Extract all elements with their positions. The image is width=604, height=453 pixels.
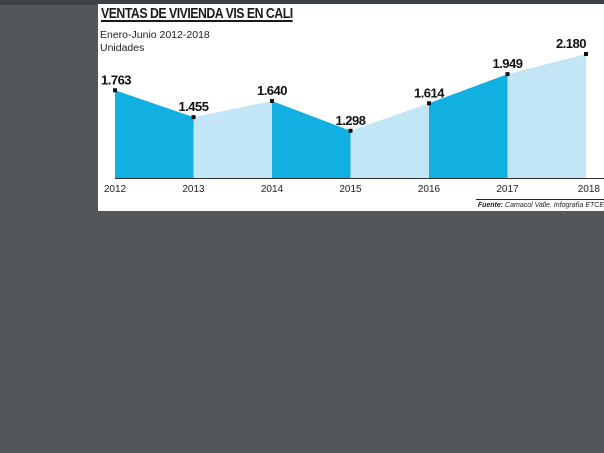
data-point	[505, 72, 510, 77]
source-label: Fuente:	[477, 202, 504, 209]
area-chart: 1.763 2012 1.455 2013 1.640 2014 1.298 2015 1.61…	[101, 36, 604, 195]
data-point	[270, 99, 274, 103]
x-tick-label: 2017	[496, 184, 519, 195]
data-point	[348, 128, 353, 133]
data-point	[584, 52, 588, 56]
x-tick-label: 2016	[418, 184, 441, 195]
source-text: Camacol Valle. Infografía ETCE	[505, 202, 604, 209]
chart-title: VENTAS DE VIVIENDA VIS EN CALI	[101, 5, 293, 22]
value-label: 2.180	[556, 36, 586, 51]
units-label: Unidades	[100, 42, 145, 54]
value-label: 1.614	[414, 85, 445, 100]
area-segment	[193, 101, 272, 178]
top-strip	[0, 0, 604, 5]
source-note: Fuente: Camacol Valle. Infografía ETCE	[475, 199, 604, 211]
x-tick-label: 2013	[182, 184, 205, 195]
x-tick-label: 2014	[261, 184, 284, 195]
area-segment	[507, 54, 586, 178]
area-segment	[429, 74, 508, 178]
data-point	[113, 88, 117, 93]
value-label: 1.763	[101, 72, 131, 87]
x-tick-label: 2015	[339, 184, 362, 195]
area-segment	[272, 101, 351, 178]
value-label: 1.298	[335, 113, 365, 128]
chart-subtitle: Enero-Junio 2012-2018	[100, 29, 210, 41]
value-label: 1.640	[257, 83, 287, 98]
data-point	[191, 115, 196, 120]
area-segment	[350, 103, 429, 178]
chart-card: VENTAS DE VIVIENDA VIS EN CALI Enero-Jun…	[98, 4, 604, 211]
area-segment	[115, 90, 194, 178]
x-tick-label: 2012	[104, 184, 127, 195]
x-tick-label: 2018	[578, 184, 601, 195]
data-point	[427, 101, 431, 106]
value-label: 1.949	[492, 56, 522, 71]
value-label: 1.455	[178, 99, 208, 114]
